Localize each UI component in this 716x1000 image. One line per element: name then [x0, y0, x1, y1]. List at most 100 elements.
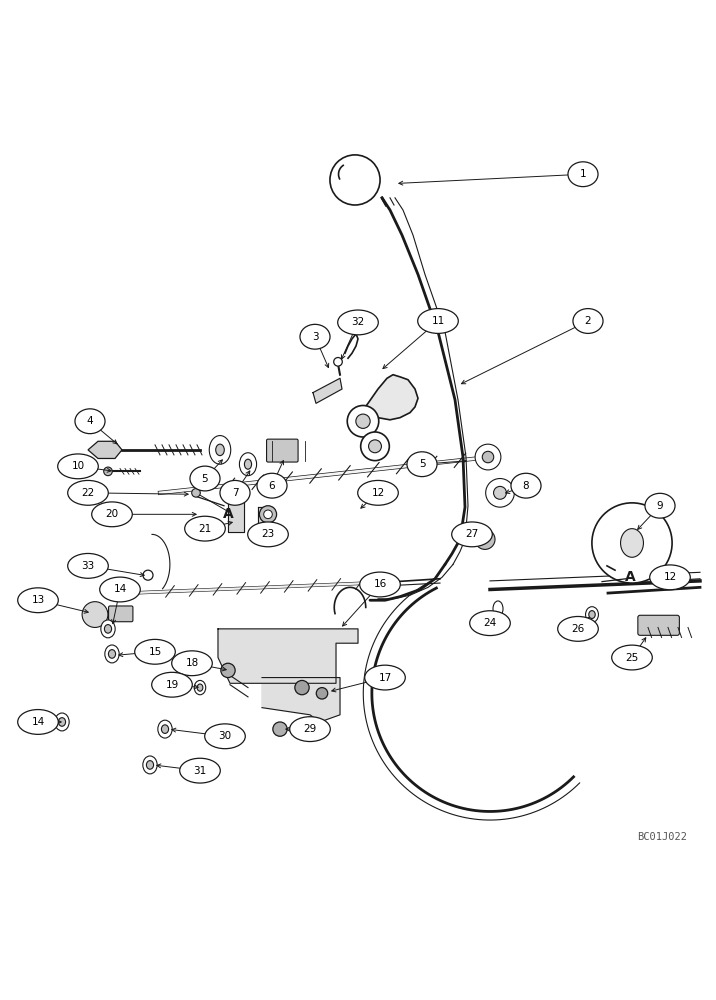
Ellipse shape: [359, 572, 400, 597]
Text: 10: 10: [72, 461, 84, 471]
Ellipse shape: [197, 684, 203, 691]
FancyBboxPatch shape: [266, 439, 298, 462]
Ellipse shape: [645, 493, 675, 518]
Ellipse shape: [558, 616, 599, 641]
Text: 25: 25: [625, 653, 639, 663]
Ellipse shape: [180, 758, 221, 783]
Ellipse shape: [248, 522, 289, 547]
Circle shape: [483, 451, 494, 463]
Circle shape: [316, 688, 328, 699]
Circle shape: [334, 358, 342, 366]
Circle shape: [192, 489, 200, 497]
Circle shape: [347, 405, 379, 437]
Text: 15: 15: [148, 647, 162, 657]
Ellipse shape: [358, 480, 398, 505]
Text: 5: 5: [419, 459, 425, 469]
Text: 3: 3: [311, 332, 319, 342]
Ellipse shape: [290, 717, 330, 742]
Circle shape: [356, 414, 370, 428]
Ellipse shape: [68, 553, 108, 578]
Circle shape: [104, 467, 112, 476]
Ellipse shape: [568, 162, 598, 187]
Ellipse shape: [18, 710, 58, 734]
Text: 32: 32: [352, 317, 364, 327]
Ellipse shape: [105, 625, 112, 633]
Ellipse shape: [452, 522, 493, 547]
Ellipse shape: [216, 444, 224, 456]
Text: A: A: [223, 507, 233, 521]
Text: BC01J022: BC01J022: [637, 832, 687, 842]
Text: 33: 33: [82, 561, 95, 571]
Circle shape: [361, 432, 390, 461]
Ellipse shape: [621, 529, 644, 557]
Text: 26: 26: [571, 624, 585, 634]
Ellipse shape: [589, 611, 595, 618]
Text: 13: 13: [32, 595, 44, 605]
Text: 22: 22: [82, 488, 95, 498]
Text: 5: 5: [202, 474, 208, 484]
Circle shape: [592, 503, 672, 583]
Polygon shape: [360, 375, 418, 420]
Text: 9: 9: [657, 501, 663, 511]
Text: 14: 14: [113, 584, 127, 594]
Text: 23: 23: [261, 529, 275, 539]
Ellipse shape: [205, 724, 246, 749]
Polygon shape: [218, 629, 358, 683]
Circle shape: [369, 440, 382, 453]
Ellipse shape: [300, 324, 330, 349]
Ellipse shape: [135, 639, 175, 664]
Ellipse shape: [100, 577, 140, 602]
Ellipse shape: [92, 502, 132, 527]
Text: 29: 29: [304, 724, 316, 734]
Ellipse shape: [649, 565, 690, 590]
Circle shape: [295, 680, 309, 695]
Text: 11: 11: [431, 316, 445, 326]
Ellipse shape: [18, 588, 58, 613]
Polygon shape: [228, 500, 244, 532]
Ellipse shape: [573, 309, 603, 333]
Ellipse shape: [158, 720, 172, 738]
Text: 1: 1: [580, 169, 586, 179]
Ellipse shape: [586, 607, 599, 622]
Circle shape: [273, 722, 287, 736]
FancyBboxPatch shape: [638, 615, 679, 635]
Ellipse shape: [190, 466, 220, 491]
Text: 16: 16: [373, 579, 387, 589]
Ellipse shape: [105, 645, 119, 663]
Text: 24: 24: [483, 618, 497, 628]
Ellipse shape: [244, 459, 251, 469]
Text: 27: 27: [465, 529, 478, 539]
Ellipse shape: [59, 718, 66, 726]
Text: 20: 20: [105, 509, 119, 519]
Text: 6: 6: [268, 481, 276, 491]
Ellipse shape: [55, 713, 69, 731]
Circle shape: [475, 529, 495, 549]
Ellipse shape: [142, 756, 157, 774]
Text: 4: 4: [87, 416, 93, 426]
Text: A: A: [624, 570, 635, 584]
Ellipse shape: [108, 650, 115, 658]
Circle shape: [221, 663, 235, 678]
Text: 2: 2: [585, 316, 591, 326]
Text: 30: 30: [218, 731, 231, 741]
Text: 12: 12: [664, 572, 677, 582]
Ellipse shape: [470, 611, 511, 636]
Ellipse shape: [364, 665, 405, 690]
Text: 31: 31: [193, 766, 207, 776]
Circle shape: [143, 570, 153, 580]
Polygon shape: [88, 441, 122, 458]
Text: 12: 12: [372, 488, 384, 498]
Text: 17: 17: [378, 673, 392, 683]
Ellipse shape: [611, 645, 652, 670]
Polygon shape: [258, 507, 272, 537]
Ellipse shape: [239, 453, 256, 476]
Ellipse shape: [338, 310, 378, 335]
Circle shape: [475, 444, 501, 470]
Circle shape: [263, 510, 272, 519]
Ellipse shape: [152, 672, 193, 697]
Ellipse shape: [209, 436, 231, 464]
Ellipse shape: [257, 473, 287, 498]
Ellipse shape: [407, 452, 437, 477]
Polygon shape: [262, 678, 340, 722]
Circle shape: [259, 506, 276, 523]
